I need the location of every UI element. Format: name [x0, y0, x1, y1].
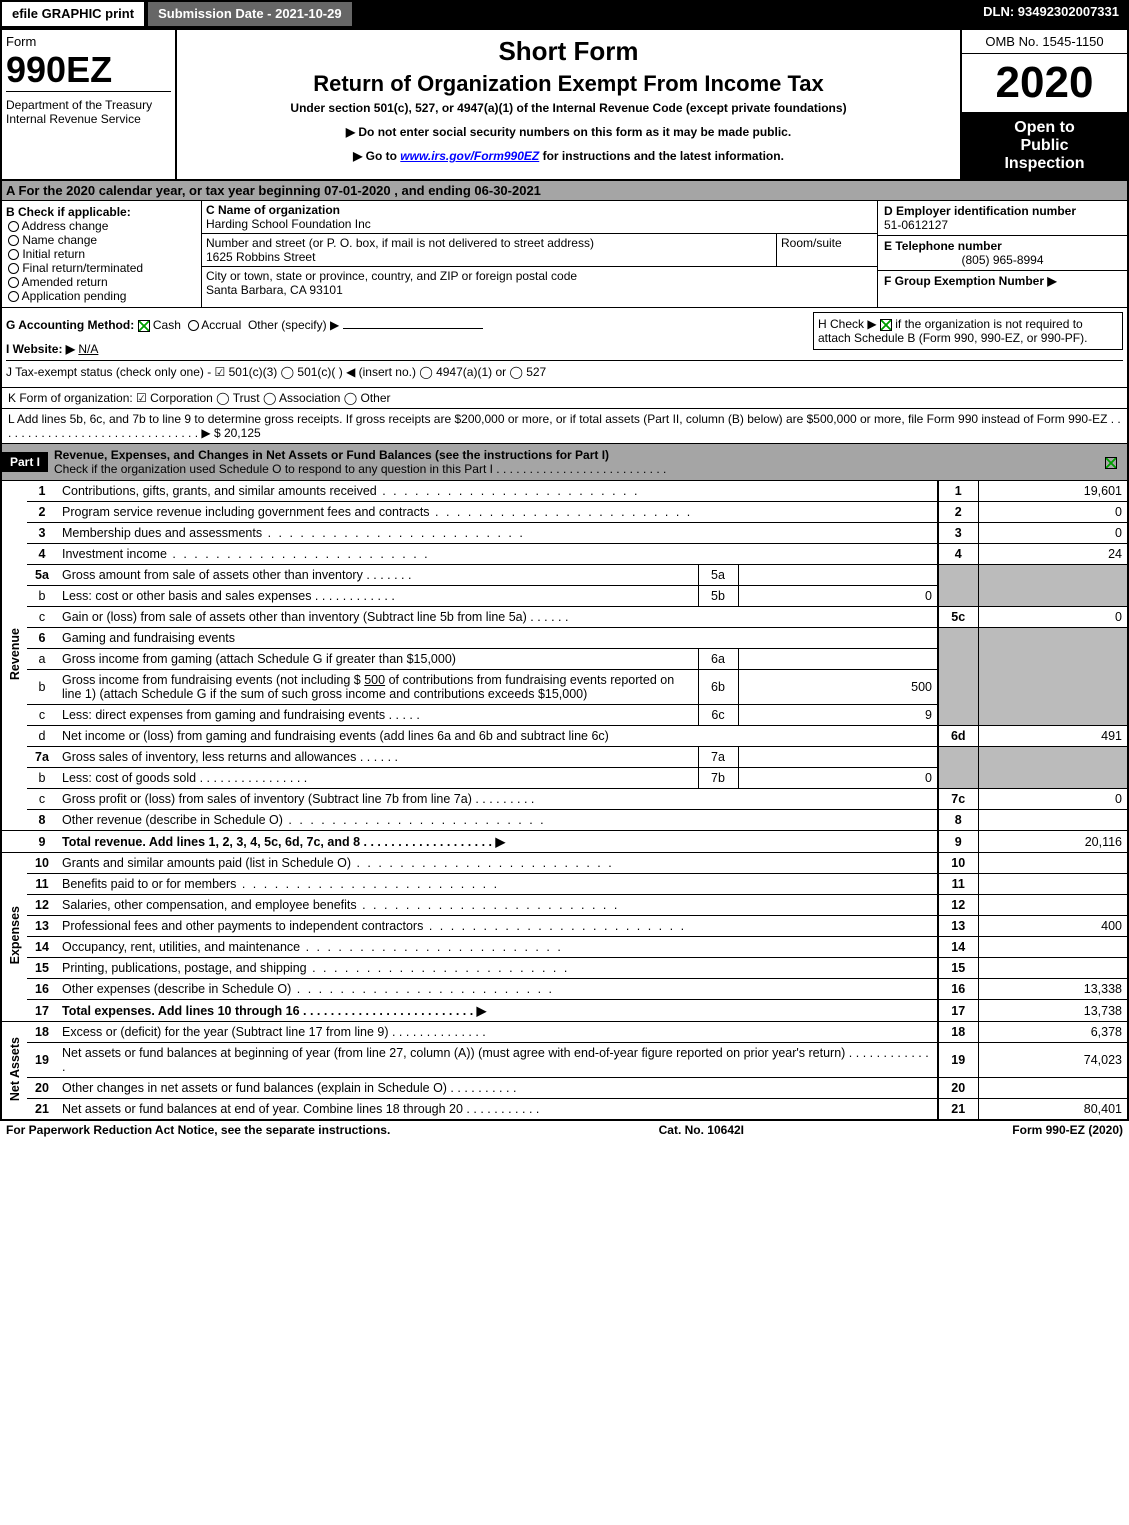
line-8-value: [978, 810, 1128, 831]
goto-prefix: ▶ Go to: [353, 149, 400, 163]
line-11-value: [978, 874, 1128, 895]
tax-exempt-status-line: J Tax-exempt status (check only one) - ☑…: [6, 360, 1123, 383]
part-i-subtitle: Check if the organization used Schedule …: [54, 462, 666, 476]
part-i-table: Revenue 1 Contributions, gifts, grants, …: [0, 481, 1129, 1121]
line-2-value: 0: [978, 502, 1128, 523]
short-form-title: Short Form: [185, 36, 952, 67]
initial-return-checkbox[interactable]: [8, 249, 19, 260]
paperwork-reduction-notice: For Paperwork Reduction Act Notice, see …: [6, 1123, 390, 1137]
public-label: Public: [966, 137, 1123, 155]
line-1-value: 19,601: [978, 481, 1128, 502]
line-6b-inner-value: 500: [738, 670, 938, 705]
form-of-organization-line: K Form of organization: ☑ Corporation ◯ …: [0, 388, 1129, 409]
part-i-title: Revenue, Expenses, and Changes in Net As…: [54, 448, 609, 462]
city-value: Santa Barbara, CA 93101: [206, 283, 873, 297]
accrual-method-checkbox[interactable]: [188, 320, 199, 331]
return-subtitle: Under section 501(c), 527, or 4947(a)(1)…: [185, 101, 952, 115]
open-to-label: Open to: [966, 119, 1123, 137]
submission-date-button[interactable]: Submission Date - 2021-10-29: [146, 0, 354, 28]
line-6b-contribution-amount: 500: [364, 673, 385, 687]
form-header: Form 990EZ Department of the Treasury In…: [0, 28, 1129, 181]
catalog-number: Cat. No. 10642I: [659, 1123, 744, 1137]
application-pending-checkbox[interactable]: [8, 291, 19, 302]
line-6d-value: 491: [978, 726, 1128, 747]
line-4-value: 24: [978, 544, 1128, 565]
goto-suffix: for instructions and the latest informat…: [543, 149, 784, 163]
line-20-value: [978, 1078, 1128, 1099]
line-6a-inner-value: [738, 649, 938, 670]
box-b-label: B Check if applicable:: [6, 205, 131, 219]
line-6c-inner-value: 9: [738, 705, 938, 726]
website-value: N/A: [78, 342, 98, 356]
room-suite-label: Room/suite: [777, 234, 877, 266]
org-name-value: Harding School Foundation Inc: [206, 217, 873, 231]
line-15-value: [978, 958, 1128, 979]
org-name-label: C Name of organization: [206, 203, 873, 217]
line-13-value: 400: [978, 916, 1128, 937]
line-9-total-revenue: 20,116: [978, 831, 1128, 853]
inspection-label: Inspection: [966, 155, 1123, 173]
name-change-checkbox[interactable]: [8, 235, 19, 246]
address-label: Number and street (or P. O. box, if mail…: [206, 236, 772, 250]
expenses-section-label: Expenses: [1, 853, 27, 1022]
efile-print-button[interactable]: efile GRAPHIC print: [0, 0, 146, 28]
website-label: I Website: ▶: [6, 342, 75, 356]
line-7a-inner-value: [738, 747, 938, 768]
line-5c-value: 0: [978, 607, 1128, 628]
city-label: City or town, state or province, country…: [206, 269, 873, 283]
ein-label: D Employer identification number: [884, 204, 1076, 218]
final-return-checkbox[interactable]: [8, 263, 19, 274]
department-label: Department of the Treasury Internal Reve…: [6, 91, 171, 126]
form-number: 990EZ: [6, 49, 171, 91]
top-bar: efile GRAPHIC print Submission Date - 20…: [0, 0, 1129, 28]
form-label: Form: [6, 34, 171, 49]
line-5a-inner-value: [738, 565, 938, 586]
cash-method-checkbox[interactable]: [138, 320, 150, 332]
ein-value: 51-0612127: [884, 218, 1121, 232]
line-5b-inner-value: 0: [738, 586, 938, 607]
gross-receipts-amount: $ 20,125: [214, 426, 261, 440]
accounting-method-label: G Accounting Method:: [6, 318, 134, 332]
line-10-value: [978, 853, 1128, 874]
address-value: 1625 Robbins Street: [206, 250, 772, 264]
line-3-value: 0: [978, 523, 1128, 544]
group-exemption-label: F Group Exemption Number ▶: [884, 274, 1057, 288]
telephone-label: E Telephone number: [884, 239, 1002, 253]
net-assets-section-label: Net Assets: [1, 1022, 27, 1121]
line-14-value: [978, 937, 1128, 958]
line-7b-inner-value: 0: [738, 768, 938, 789]
box-b-applicability: B Check if applicable: Address change Na…: [2, 201, 202, 307]
return-title: Return of Organization Exempt From Incom…: [185, 71, 952, 97]
line-18-value: 6,378: [978, 1022, 1128, 1043]
tax-year: 2020: [962, 54, 1127, 113]
amended-return-checkbox[interactable]: [8, 277, 19, 288]
line-7c-value: 0: [978, 789, 1128, 810]
line-16-value: 13,338: [978, 979, 1128, 1000]
line-12-value: [978, 895, 1128, 916]
omb-number: OMB No. 1545-1150: [962, 30, 1127, 54]
schedule-b-not-required-checkbox[interactable]: [880, 319, 892, 331]
box-h: H Check ▶ if the organization is not req…: [813, 312, 1123, 350]
part-i-header: Part I Revenue, Expenses, and Changes in…: [0, 444, 1129, 481]
gross-receipts-text: L Add lines 5b, 6c, and 7b to line 9 to …: [8, 412, 1121, 440]
dln-label: DLN: 93492302007331: [973, 0, 1129, 28]
form-footer-label: Form 990-EZ (2020): [1012, 1123, 1123, 1137]
line-17-total-expenses: 13,738: [978, 1000, 1128, 1022]
part-i-schedule-o-checkbox[interactable]: [1105, 457, 1117, 469]
address-change-checkbox[interactable]: [8, 221, 19, 232]
line-a-tax-year: A For the 2020 calendar year, or tax yea…: [0, 181, 1129, 201]
ssn-warning: ▶ Do not enter social security numbers o…: [185, 125, 952, 139]
revenue-section-label: Revenue: [1, 481, 27, 831]
irs-link[interactable]: www.irs.gov/Form990EZ: [400, 149, 539, 163]
line-19-value: 74,023: [978, 1043, 1128, 1078]
part-i-badge: Part I: [2, 452, 48, 472]
line-21-end-net-assets: 80,401: [978, 1099, 1128, 1121]
telephone-value: (805) 965-8994: [884, 253, 1121, 267]
